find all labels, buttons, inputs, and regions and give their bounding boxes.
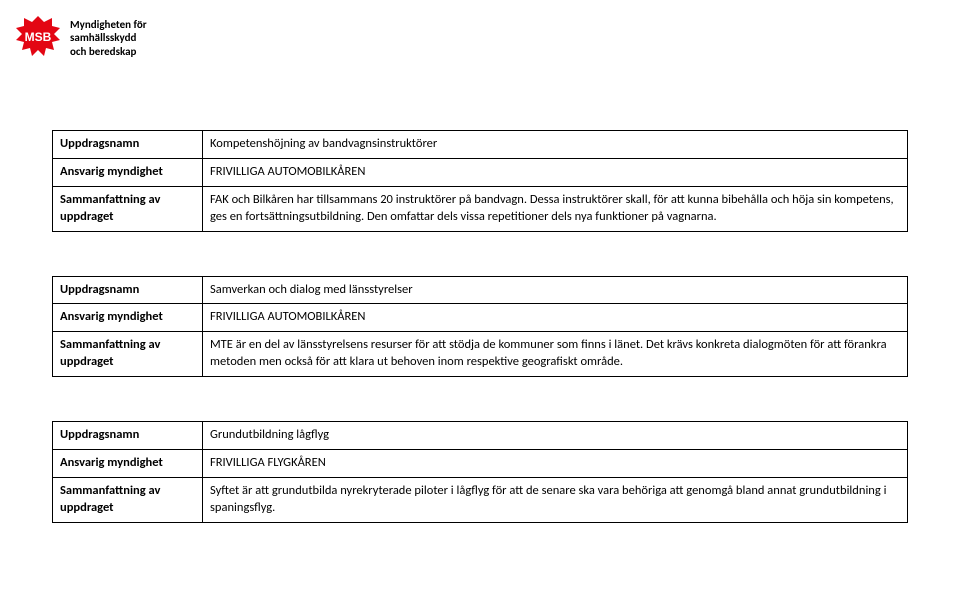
- table-row: Sammanfattning av uppdraget Syftet är at…: [53, 477, 908, 522]
- table-row: Ansvarig myndighet FRIVILLIGA FLYGKÅREN: [53, 449, 908, 477]
- value-ansvarig: FRIVILLIGA AUTOMOBILKÅREN: [203, 304, 908, 332]
- label-uppdragsnamn: Uppdragsnamn: [53, 422, 203, 450]
- table-row: Sammanfattning av uppdraget FAK och Bilk…: [53, 186, 908, 231]
- value-uppdragsnamn: Samverkan och dialog med länsstyrelser: [203, 276, 908, 304]
- assignment-table-1: Uppdragsnamn Kompetenshöjning av bandvag…: [52, 130, 908, 232]
- agency-line-3: och beredskap: [70, 45, 147, 58]
- page-header: MSB Myndigheten för samhällsskydd och be…: [14, 14, 147, 62]
- label-uppdragsnamn: Uppdragsnamn: [53, 131, 203, 159]
- label-sammanfattning: Sammanfattning av uppdraget: [53, 477, 203, 522]
- value-sammanfattning: Syftet är att grundutbilda nyrekryterade…: [203, 477, 908, 522]
- table-row: Ansvarig myndighet FRIVILLIGA AUTOMOBILK…: [53, 158, 908, 186]
- value-uppdragsnamn: Kompetenshöjning av bandvagnsinstruktöre…: [203, 131, 908, 159]
- table-row: Ansvarig myndighet FRIVILLIGA AUTOMOBILK…: [53, 304, 908, 332]
- content-area: Uppdragsnamn Kompetenshöjning av bandvag…: [52, 130, 908, 567]
- value-uppdragsnamn: Grundutbildning lågflyg: [203, 422, 908, 450]
- value-ansvarig: FRIVILLIGA AUTOMOBILKÅREN: [203, 158, 908, 186]
- table-row: Uppdragsnamn Samverkan och dialog med lä…: [53, 276, 908, 304]
- agency-line-1: Myndigheten för: [70, 18, 147, 31]
- logo-text: MSB: [25, 30, 52, 44]
- table-row: Uppdragsnamn Kompetenshöjning av bandvag…: [53, 131, 908, 159]
- assignment-table-2: Uppdragsnamn Samverkan och dialog med lä…: [52, 276, 908, 378]
- agency-line-2: samhällsskydd: [70, 31, 147, 44]
- label-ansvarig: Ansvarig myndighet: [53, 158, 203, 186]
- assignment-table-3: Uppdragsnamn Grundutbildning lågflyg Ans…: [52, 421, 908, 523]
- value-sammanfattning: FAK och Bilkåren har tillsammans 20 inst…: [203, 186, 908, 231]
- label-uppdragsnamn: Uppdragsnamn: [53, 276, 203, 304]
- table-row: Sammanfattning av uppdraget MTE är en de…: [53, 332, 908, 377]
- value-ansvarig: FRIVILLIGA FLYGKÅREN: [203, 449, 908, 477]
- agency-name: Myndigheten för samhällsskydd och bereds…: [70, 18, 147, 58]
- table-row: Uppdragsnamn Grundutbildning lågflyg: [53, 422, 908, 450]
- label-ansvarig: Ansvarig myndighet: [53, 304, 203, 332]
- label-sammanfattning: Sammanfattning av uppdraget: [53, 186, 203, 231]
- value-sammanfattning: MTE är en del av länsstyrelsens resurser…: [203, 332, 908, 377]
- msb-logo: MSB: [14, 14, 62, 62]
- label-sammanfattning: Sammanfattning av uppdraget: [53, 332, 203, 377]
- label-ansvarig: Ansvarig myndighet: [53, 449, 203, 477]
